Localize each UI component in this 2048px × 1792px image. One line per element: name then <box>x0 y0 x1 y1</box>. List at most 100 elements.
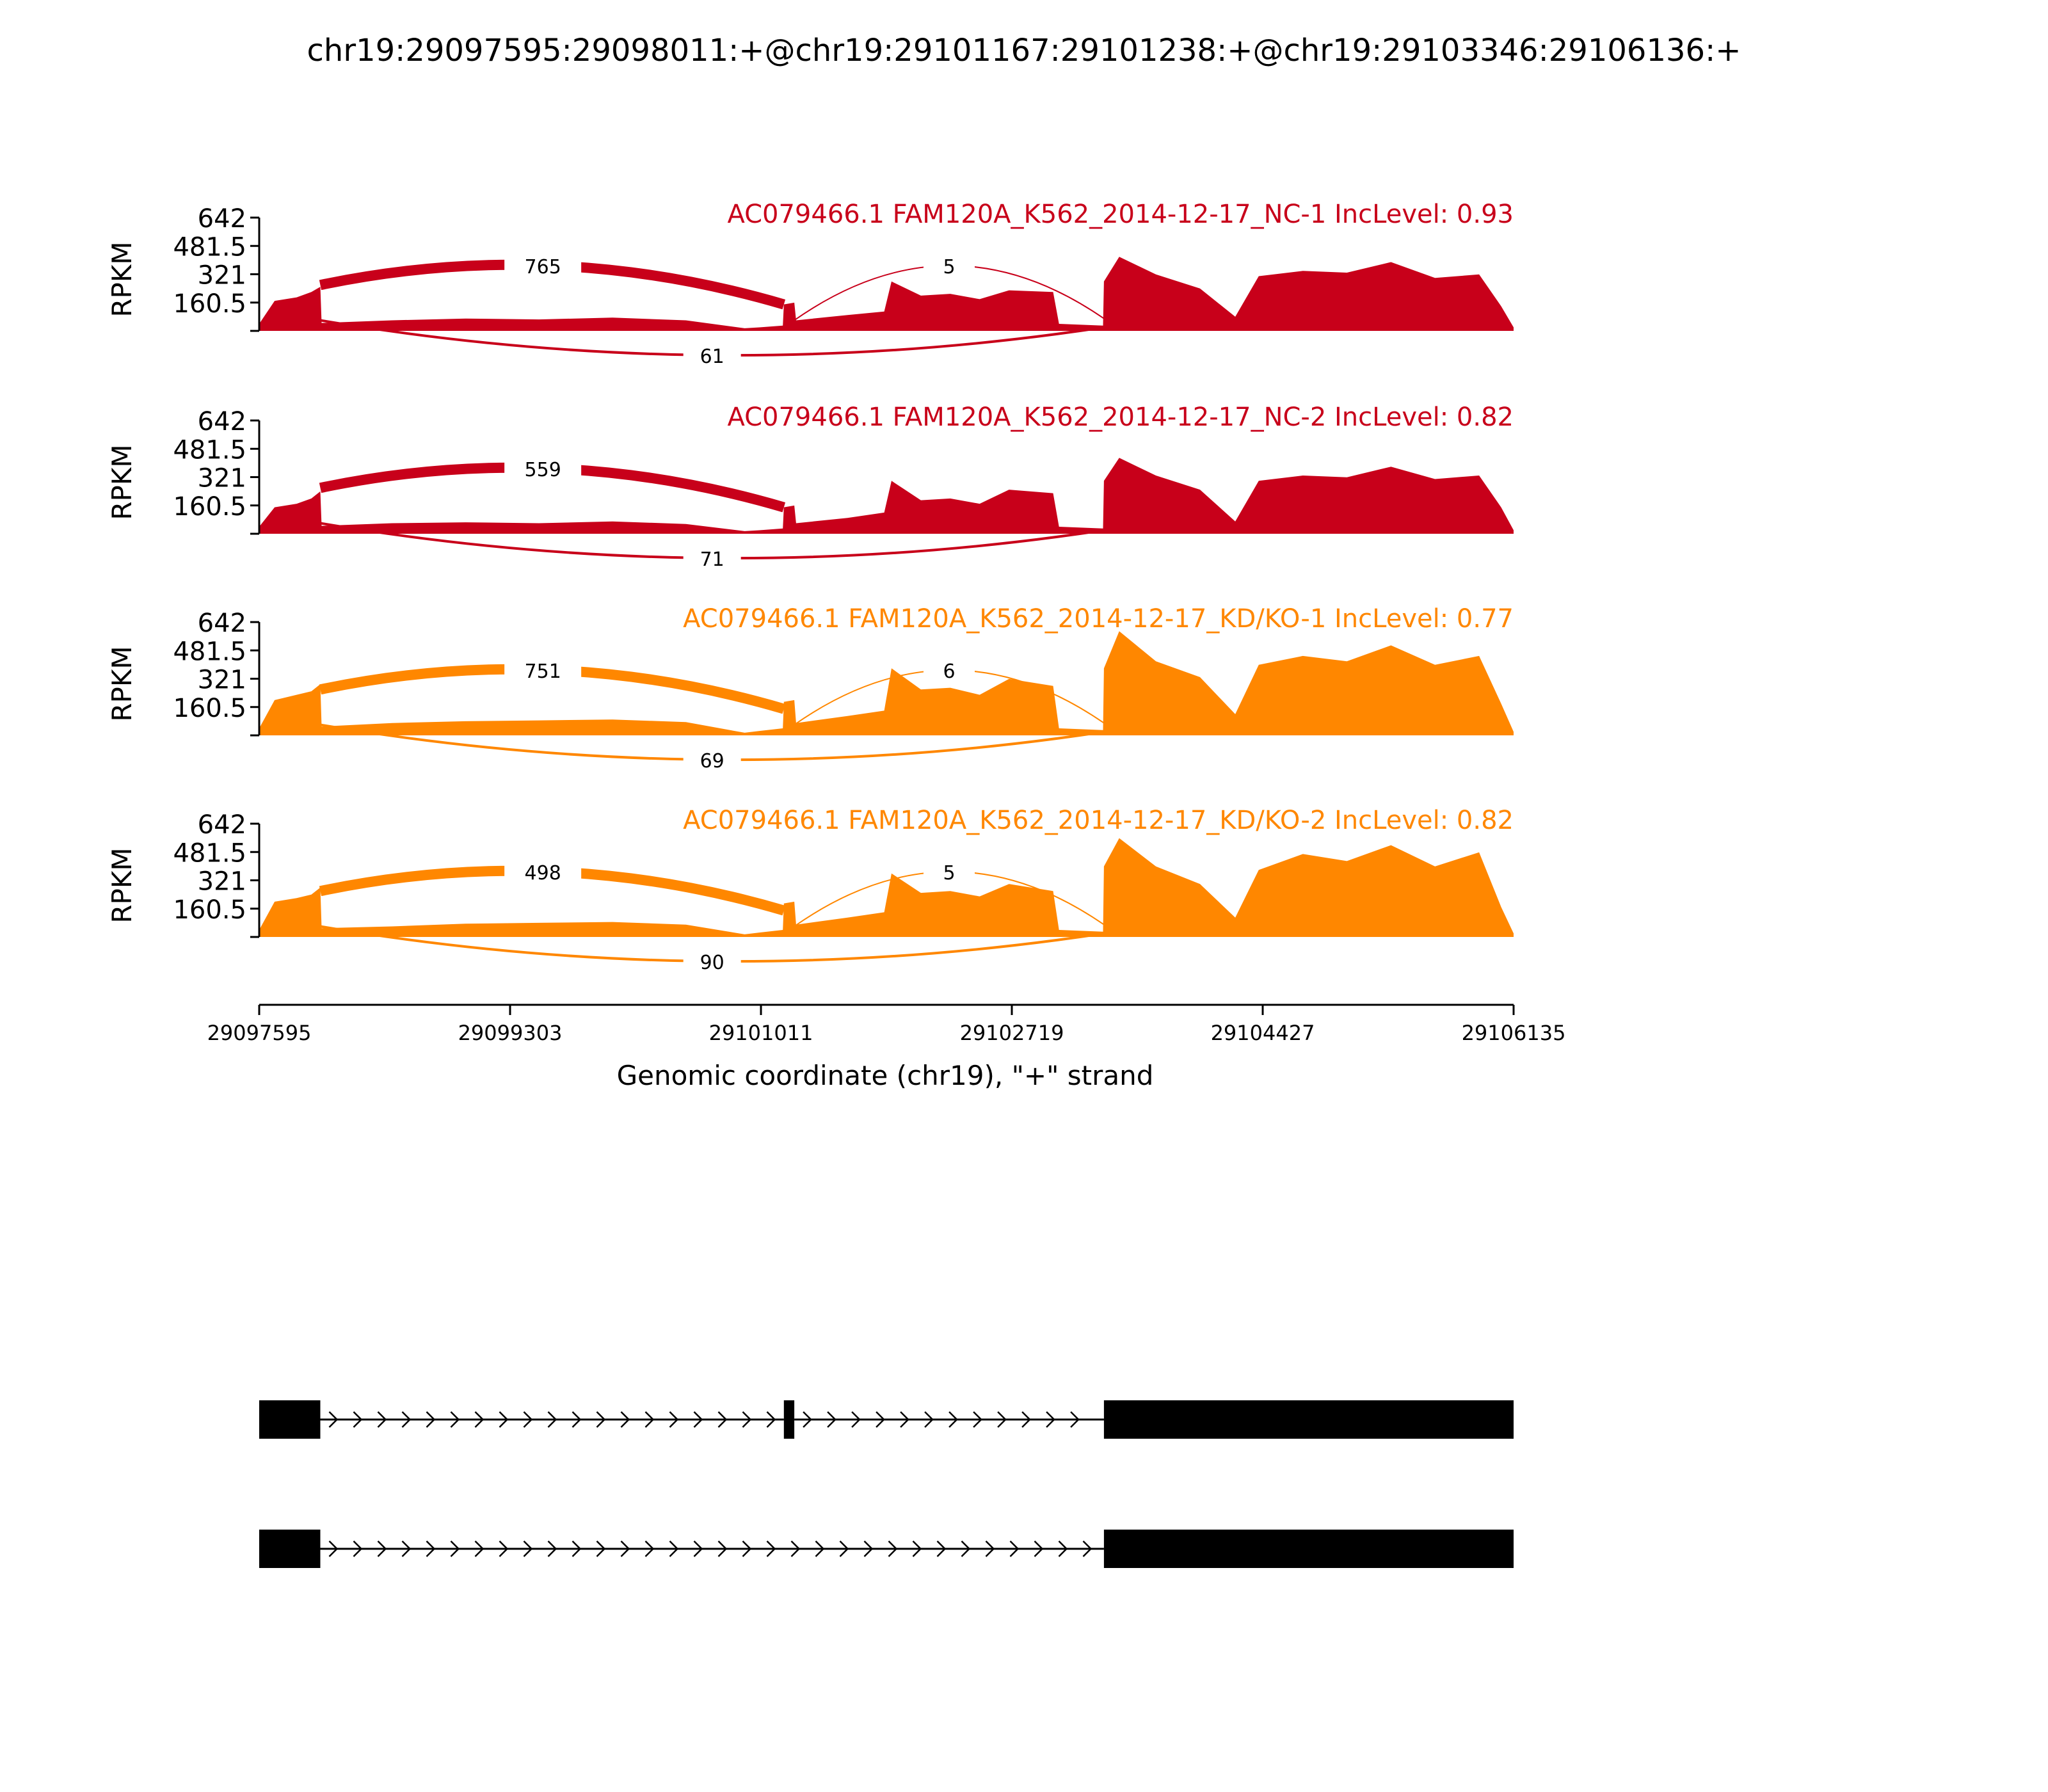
y-tick-label: 642 <box>198 407 246 436</box>
y-tick-label: 481.5 <box>173 232 246 262</box>
y-tick-label: 321 <box>198 666 246 695</box>
junction-label-bg <box>683 746 741 774</box>
strand-arrow <box>997 1411 1007 1428</box>
isoform-1 <box>259 1400 1514 1439</box>
junction-count-skipping: 69 <box>700 750 724 772</box>
junction-count-inclusion-right: 5 <box>943 256 955 278</box>
junction-count-skipping: 71 <box>700 548 724 571</box>
y-tick-label: 481.5 <box>173 435 246 465</box>
strand-arrow <box>693 1411 703 1428</box>
junction-label-bg <box>924 858 975 886</box>
strand-arrow <box>450 1540 460 1557</box>
coverage-area <box>259 838 1514 937</box>
strand-arrow <box>1070 1411 1080 1428</box>
strand-arrow <box>596 1411 606 1428</box>
strand-arrow <box>1058 1540 1068 1557</box>
junction-label-bg <box>504 656 582 684</box>
junction-count-inclusion-left: 498 <box>525 862 561 884</box>
y-tick-label: 642 <box>198 609 246 638</box>
junction-label-bg <box>504 252 582 280</box>
strand-arrow <box>1021 1411 1031 1428</box>
y-tick-label: 160.5 <box>173 492 246 522</box>
strand-arrow <box>973 1411 982 1428</box>
x-tick-label: 29101011 <box>709 1021 813 1045</box>
junction-count-skipping: 61 <box>700 346 724 368</box>
isoform-structures <box>259 1400 1514 1568</box>
y-tick-label: 481.5 <box>173 838 246 868</box>
strand-arrow <box>499 1540 509 1557</box>
strand-arrow <box>450 1411 460 1428</box>
figure-title: chr19:29097595:29098011:+@chr19:29101167… <box>307 33 1741 68</box>
y-tick-label: 160.5 <box>173 694 246 723</box>
strand-arrow <box>426 1411 436 1428</box>
strand-arrow <box>948 1411 958 1428</box>
junction-label-bg <box>504 858 582 886</box>
strand-arrow <box>353 1411 363 1428</box>
strand-arrow <box>742 1540 752 1557</box>
coverage-area <box>259 257 1514 331</box>
strand-arrow <box>742 1411 752 1428</box>
panel-title: AC079466.1 FAM120A_K562_2014-12-17_NC-1 … <box>727 200 1514 229</box>
x-tick-label: 29099303 <box>458 1021 563 1045</box>
strand-arrow <box>815 1540 825 1557</box>
strand-arrow <box>523 1540 533 1557</box>
strand-arrow <box>1009 1540 1020 1557</box>
strand-arrow <box>572 1411 582 1428</box>
y-tick-label: 160.5 <box>173 895 246 925</box>
isoform-2 <box>259 1530 1514 1568</box>
strand-arrow <box>985 1540 995 1557</box>
y-axis-label: RPKM <box>106 444 138 520</box>
strand-arrow <box>863 1540 874 1557</box>
strand-arrow <box>900 1411 909 1428</box>
strand-arrow <box>827 1411 836 1428</box>
y-axis-label: RPKM <box>106 847 138 923</box>
strand-arrow <box>328 1540 339 1557</box>
strand-arrow <box>620 1411 630 1428</box>
y-tick-label: 321 <box>198 261 246 291</box>
y-tick-label: 481.5 <box>173 637 246 666</box>
strand-arrow <box>669 1411 679 1428</box>
strand-arrow <box>499 1411 509 1428</box>
x-tick-label: 29104427 <box>1211 1021 1315 1045</box>
exon-block <box>1103 1400 1514 1439</box>
junction-label-bg <box>683 947 741 975</box>
junction-count-inclusion-left: 765 <box>525 256 561 278</box>
strand-arrow <box>669 1540 679 1557</box>
strand-arrow <box>620 1540 630 1557</box>
strand-arrow <box>1082 1540 1092 1557</box>
y-tick-label: 642 <box>198 204 246 234</box>
exon-block <box>259 1530 321 1568</box>
strand-arrow <box>474 1411 484 1428</box>
panel-title: AC079466.1 FAM120A_K562_2014-12-17_NC-2 … <box>727 403 1514 432</box>
strand-arrow <box>936 1540 947 1557</box>
strand-arrow <box>377 1540 387 1557</box>
strand-arrow <box>851 1411 861 1428</box>
strand-arrow <box>876 1411 885 1428</box>
strand-arrow <box>1034 1540 1044 1557</box>
coverage-area <box>259 458 1514 534</box>
strand-arrow <box>924 1411 934 1428</box>
strand-arrow <box>961 1540 971 1557</box>
strand-arrow <box>766 1411 776 1428</box>
junction-label-bg <box>924 252 975 280</box>
y-tick-label: 160.5 <box>173 289 246 319</box>
junction-count-inclusion-left: 751 <box>525 660 561 683</box>
y-tick-label: 321 <box>198 867 246 897</box>
strand-arrow <box>596 1540 606 1557</box>
y-axis-label: RPKM <box>106 241 138 317</box>
x-axis-label: Genomic coordinate (chr19), "+" strand <box>617 1060 1154 1091</box>
y-tick-label: 642 <box>198 810 246 840</box>
panel-title: AC079466.1 FAM120A_K562_2014-12-17_KD/KO… <box>683 806 1514 835</box>
exon-block <box>783 1400 795 1439</box>
strand-arrow <box>717 1411 728 1428</box>
y-axis-label: RPKM <box>106 646 138 721</box>
coverage-area <box>259 631 1514 735</box>
strand-arrow <box>693 1540 703 1557</box>
strand-arrow <box>401 1411 412 1428</box>
strand-arrow <box>401 1540 412 1557</box>
strand-arrow <box>474 1540 484 1557</box>
junction-label-bg <box>504 454 582 483</box>
